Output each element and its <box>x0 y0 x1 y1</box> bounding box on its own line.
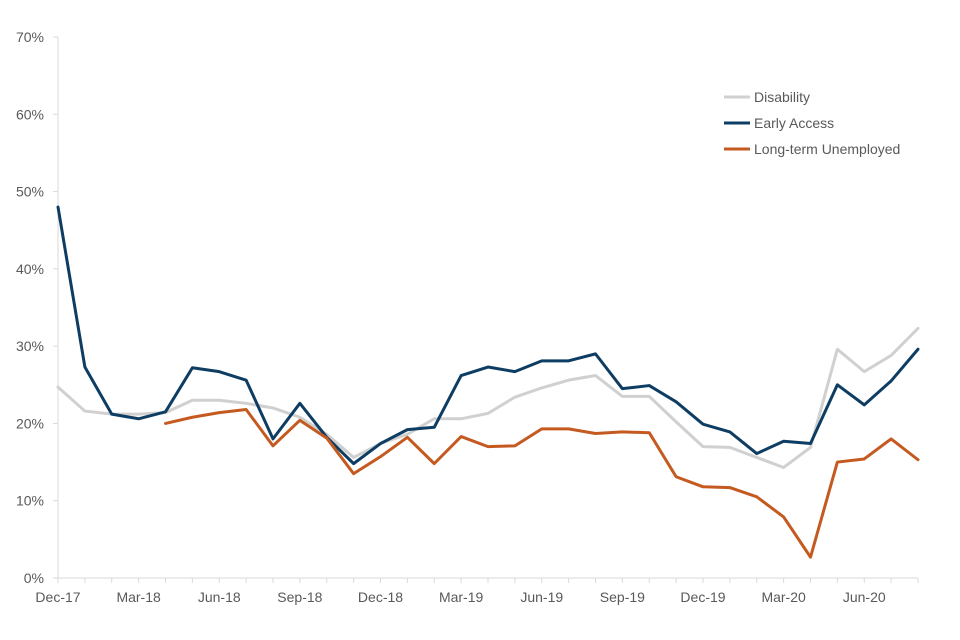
x-tick-label: Jun-20 <box>843 589 886 605</box>
x-tick-label: Jun-19 <box>520 589 563 605</box>
x-tick-label: Sep-18 <box>277 589 322 605</box>
x-axis: Dec-17 Mar-18 Jun-18 Sep-18 Dec-18 Mar-19 Jun-… <box>35 577 919 605</box>
x-tick-label: Mar-18 <box>116 589 161 605</box>
y-tick-label: 70% <box>16 29 44 45</box>
x-tick-label: Jun-18 <box>198 589 241 605</box>
series-line-early-access <box>56 205 920 466</box>
legend-label-early-access: Early Access <box>754 115 834 131</box>
y-axis: 0% 10% 20% 30% 40% 50% 60% 70% <box>16 29 59 586</box>
series-line-long-term-unemployed <box>164 408 920 559</box>
y-tick-label: 0% <box>24 570 44 586</box>
legend-label-disability: Disability <box>754 89 810 105</box>
y-tick-label: 20% <box>16 415 44 431</box>
x-tick-label: Dec-19 <box>680 589 725 605</box>
legend-label-long-term-unemployed: Long-term Unemployed <box>754 141 900 157</box>
x-tick-label: Sep-19 <box>600 589 645 605</box>
y-tick-label: 30% <box>16 338 44 354</box>
y-tick-label: 60% <box>16 106 44 122</box>
series-line-disability <box>56 326 920 469</box>
y-tick-label: 10% <box>16 493 44 509</box>
y-tick-label: 50% <box>16 184 44 200</box>
x-tick-label: Mar-19 <box>439 589 484 605</box>
y-tick-label: 40% <box>16 261 44 277</box>
x-tick-label: Dec-17 <box>35 589 80 605</box>
series-layer <box>56 205 920 559</box>
x-tick-label: Mar-20 <box>761 589 806 605</box>
x-tick-label: Dec-18 <box>358 589 403 605</box>
legend: Disability Early Access Long-term Unemploy… <box>724 89 900 157</box>
